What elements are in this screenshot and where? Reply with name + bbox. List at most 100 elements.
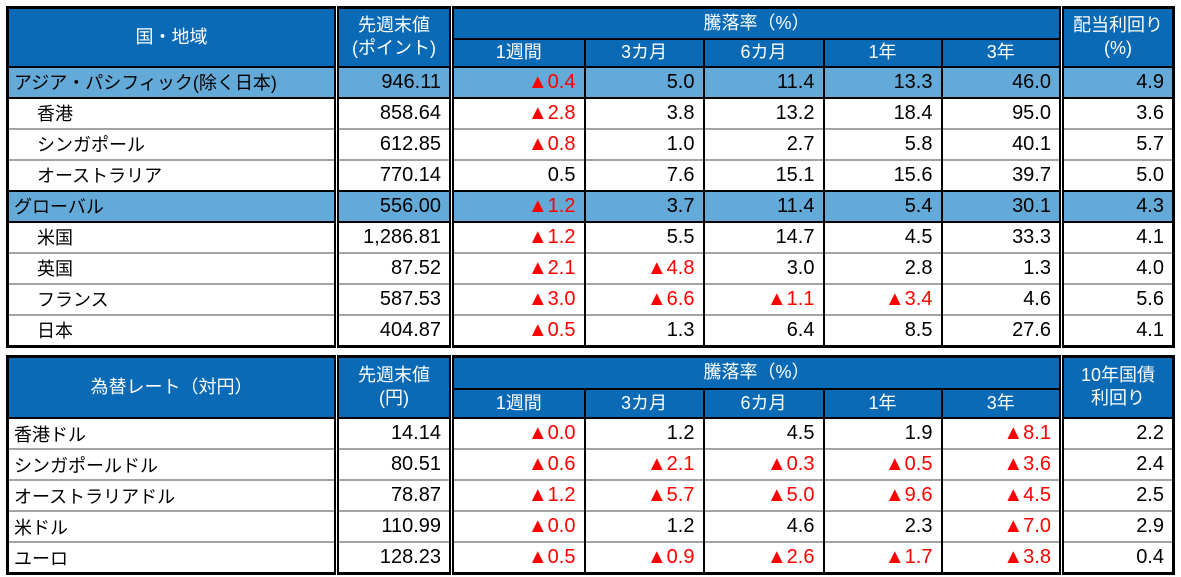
change-cell-1y: 5.4 — [822, 189, 942, 223]
change-cell-3m: 1.0 — [583, 127, 704, 160]
period-header-1y: 1年 — [822, 38, 942, 68]
change-rate-group-header: 騰落率（%） — [449, 7, 1062, 40]
row-label: オーストラリア — [7, 158, 337, 191]
last-week-value-cell: 1,286.81 — [334, 220, 452, 253]
yield-cell: 3.6 — [1059, 96, 1174, 129]
change-cell-3m: ▲2.1 — [583, 448, 704, 480]
yield-cell: 4.0 — [1059, 251, 1174, 284]
change-cell-1y: 4.5 — [822, 220, 942, 253]
fx-rate-table: 為替レート（対円） 先週末値 (円) 騰落率（%） 10年国債 利回り 1週間 3カ… — [6, 354, 1175, 575]
last-week-value-cell: 110.99 — [334, 510, 452, 542]
period-header-3m: 3カ月 — [583, 389, 704, 419]
fx-column-header: 為替レート（対円） — [7, 356, 337, 418]
table-row: アジア・パシフィック(除く日本) 946.11 ▲0.4 5.0 11.4 13.3 46.… — [7, 65, 1174, 99]
yield-cell: 2.2 — [1059, 417, 1174, 449]
change-cell-1w: ▲0.5 — [449, 313, 585, 346]
change-cell-3y: 33.3 — [940, 220, 1062, 253]
table-row: フランス 587.53 ▲3.0 ▲6.6 ▲1.1 ▲3.4 4.6 5.6 — [7, 282, 1174, 315]
region-column-header: 国・地域 — [7, 7, 337, 67]
change-cell-1w: ▲0.6 — [449, 448, 585, 480]
change-cell-3m: 3.8 — [583, 96, 704, 129]
table-row: オーストラリアドル 78.87 ▲1.2 ▲5.7 ▲5.0 ▲9.6 ▲4.5 2.5 — [7, 479, 1174, 511]
change-cell-3m: ▲6.6 — [583, 282, 704, 315]
change-cell-6m: ▲0.3 — [702, 448, 824, 480]
yield-cell: 0.4 — [1059, 541, 1174, 574]
change-cell-1y: 1.9 — [822, 417, 942, 449]
change-cell-1y: ▲3.4 — [822, 282, 942, 315]
change-cell-6m: 4.5 — [702, 417, 824, 449]
change-cell-6m: ▲2.6 — [702, 541, 824, 574]
last-week-value-cell: 858.64 — [334, 96, 452, 129]
yield-cell: 5.0 — [1059, 158, 1174, 191]
change-cell-3m: 7.6 — [583, 158, 704, 191]
last-week-value-header: 先週末値 (ポイント) — [334, 7, 452, 67]
table-row: 英国 87.52 ▲2.1 ▲4.8 3.0 2.8 1.3 4.0 — [7, 251, 1174, 284]
change-cell-3y: 1.3 — [940, 251, 1062, 284]
row-label: 日本 — [7, 313, 337, 346]
period-header-3y: 3年 — [940, 389, 1062, 419]
period-header-1w: 1週間 — [449, 389, 585, 419]
change-cell-1w: ▲0.4 — [449, 65, 585, 99]
table-row: ユーロ 128.23 ▲0.5 ▲0.9 ▲2.6 ▲1.7 ▲3.8 0.4 — [7, 541, 1174, 574]
table-row: グローバル 556.00 ▲1.2 3.7 11.4 5.4 30.1 4.3 — [7, 189, 1174, 223]
row-label: 香港 — [7, 96, 337, 129]
change-cell-6m: 13.2 — [702, 96, 824, 129]
last-week-value-cell: 404.87 — [334, 313, 452, 346]
last-week-value-cell: 612.85 — [334, 127, 452, 160]
change-cell-1w: 0.5 — [449, 158, 585, 191]
last-week-value-cell: 87.52 — [334, 251, 452, 284]
period-header-6m: 6カ月 — [702, 389, 824, 419]
change-cell-1w: ▲1.2 — [449, 479, 585, 511]
change-cell-1y: 15.6 — [822, 158, 942, 191]
change-cell-1y: 18.4 — [822, 96, 942, 129]
change-cell-1y: ▲0.5 — [822, 448, 942, 480]
change-cell-6m: 3.0 — [702, 251, 824, 284]
last-week-value-cell: 556.00 — [334, 189, 452, 223]
change-cell-1y: 8.5 — [822, 313, 942, 346]
last-week-value-cell: 770.14 — [334, 158, 452, 191]
change-cell-1y: ▲1.7 — [822, 541, 942, 574]
yield-cell: 2.9 — [1059, 510, 1174, 542]
row-label: アジア・パシフィック(除く日本) — [7, 65, 337, 99]
change-cell-3m: 1.2 — [583, 417, 704, 449]
yield-cell: 4.1 — [1059, 313, 1174, 346]
change-cell-6m: 15.1 — [702, 158, 824, 191]
last-week-value-cell: 80.51 — [334, 448, 452, 480]
table-row: 米ドル 110.99 ▲0.0 1.2 4.6 2.3 ▲7.0 2.9 — [7, 510, 1174, 542]
change-cell-3m: 1.3 — [583, 313, 704, 346]
change-cell-6m: ▲5.0 — [702, 479, 824, 511]
change-cell-3y: ▲3.6 — [940, 448, 1062, 480]
change-cell-1w: ▲3.0 — [449, 282, 585, 315]
row-label: グローバル — [7, 189, 337, 223]
change-cell-3y: 30.1 — [940, 189, 1062, 223]
change-cell-6m: 4.6 — [702, 510, 824, 542]
row-label: シンガポール — [7, 127, 337, 160]
change-cell-1w: ▲0.5 — [449, 541, 585, 574]
yield-cell: 2.5 — [1059, 479, 1174, 511]
change-cell-3m: 1.2 — [583, 510, 704, 542]
row-label: 香港ドル — [7, 417, 337, 449]
period-header-6m: 6カ月 — [702, 38, 824, 68]
change-cell-3y: ▲4.5 — [940, 479, 1062, 511]
last-week-value-cell: 946.11 — [334, 65, 452, 99]
change-cell-1w: ▲0.0 — [449, 417, 585, 449]
yield-cell: 4.1 — [1059, 220, 1174, 253]
table-row: 米国 1,286.81 ▲1.2 5.5 14.7 4.5 33.3 4.1 — [7, 220, 1174, 253]
change-cell-3y: ▲3.8 — [940, 541, 1062, 574]
change-cell-3m: ▲0.9 — [583, 541, 704, 574]
bond-yield-header: 10年国債 利回り — [1059, 356, 1174, 418]
row-label: オーストラリアドル — [7, 479, 337, 511]
table-row: シンガポール 612.85 ▲0.8 1.0 2.7 5.8 40.1 5.7 — [7, 127, 1174, 160]
change-cell-6m: 6.4 — [702, 313, 824, 346]
period-header-1y: 1年 — [822, 389, 942, 419]
row-label: ユーロ — [7, 541, 337, 574]
table-row: 日本 404.87 ▲0.5 1.3 6.4 8.5 27.6 4.1 — [7, 313, 1174, 346]
table-row: オーストラリア 770.14 0.5 7.6 15.1 15.6 39.7 5.0 — [7, 158, 1174, 191]
change-cell-1w: ▲0.8 — [449, 127, 585, 160]
yield-cell: 5.6 — [1059, 282, 1174, 315]
yield-cell: 2.4 — [1059, 448, 1174, 480]
row-label: 英国 — [7, 251, 337, 284]
last-week-value-cell: 587.53 — [334, 282, 452, 315]
period-header-3m: 3カ月 — [583, 38, 704, 68]
